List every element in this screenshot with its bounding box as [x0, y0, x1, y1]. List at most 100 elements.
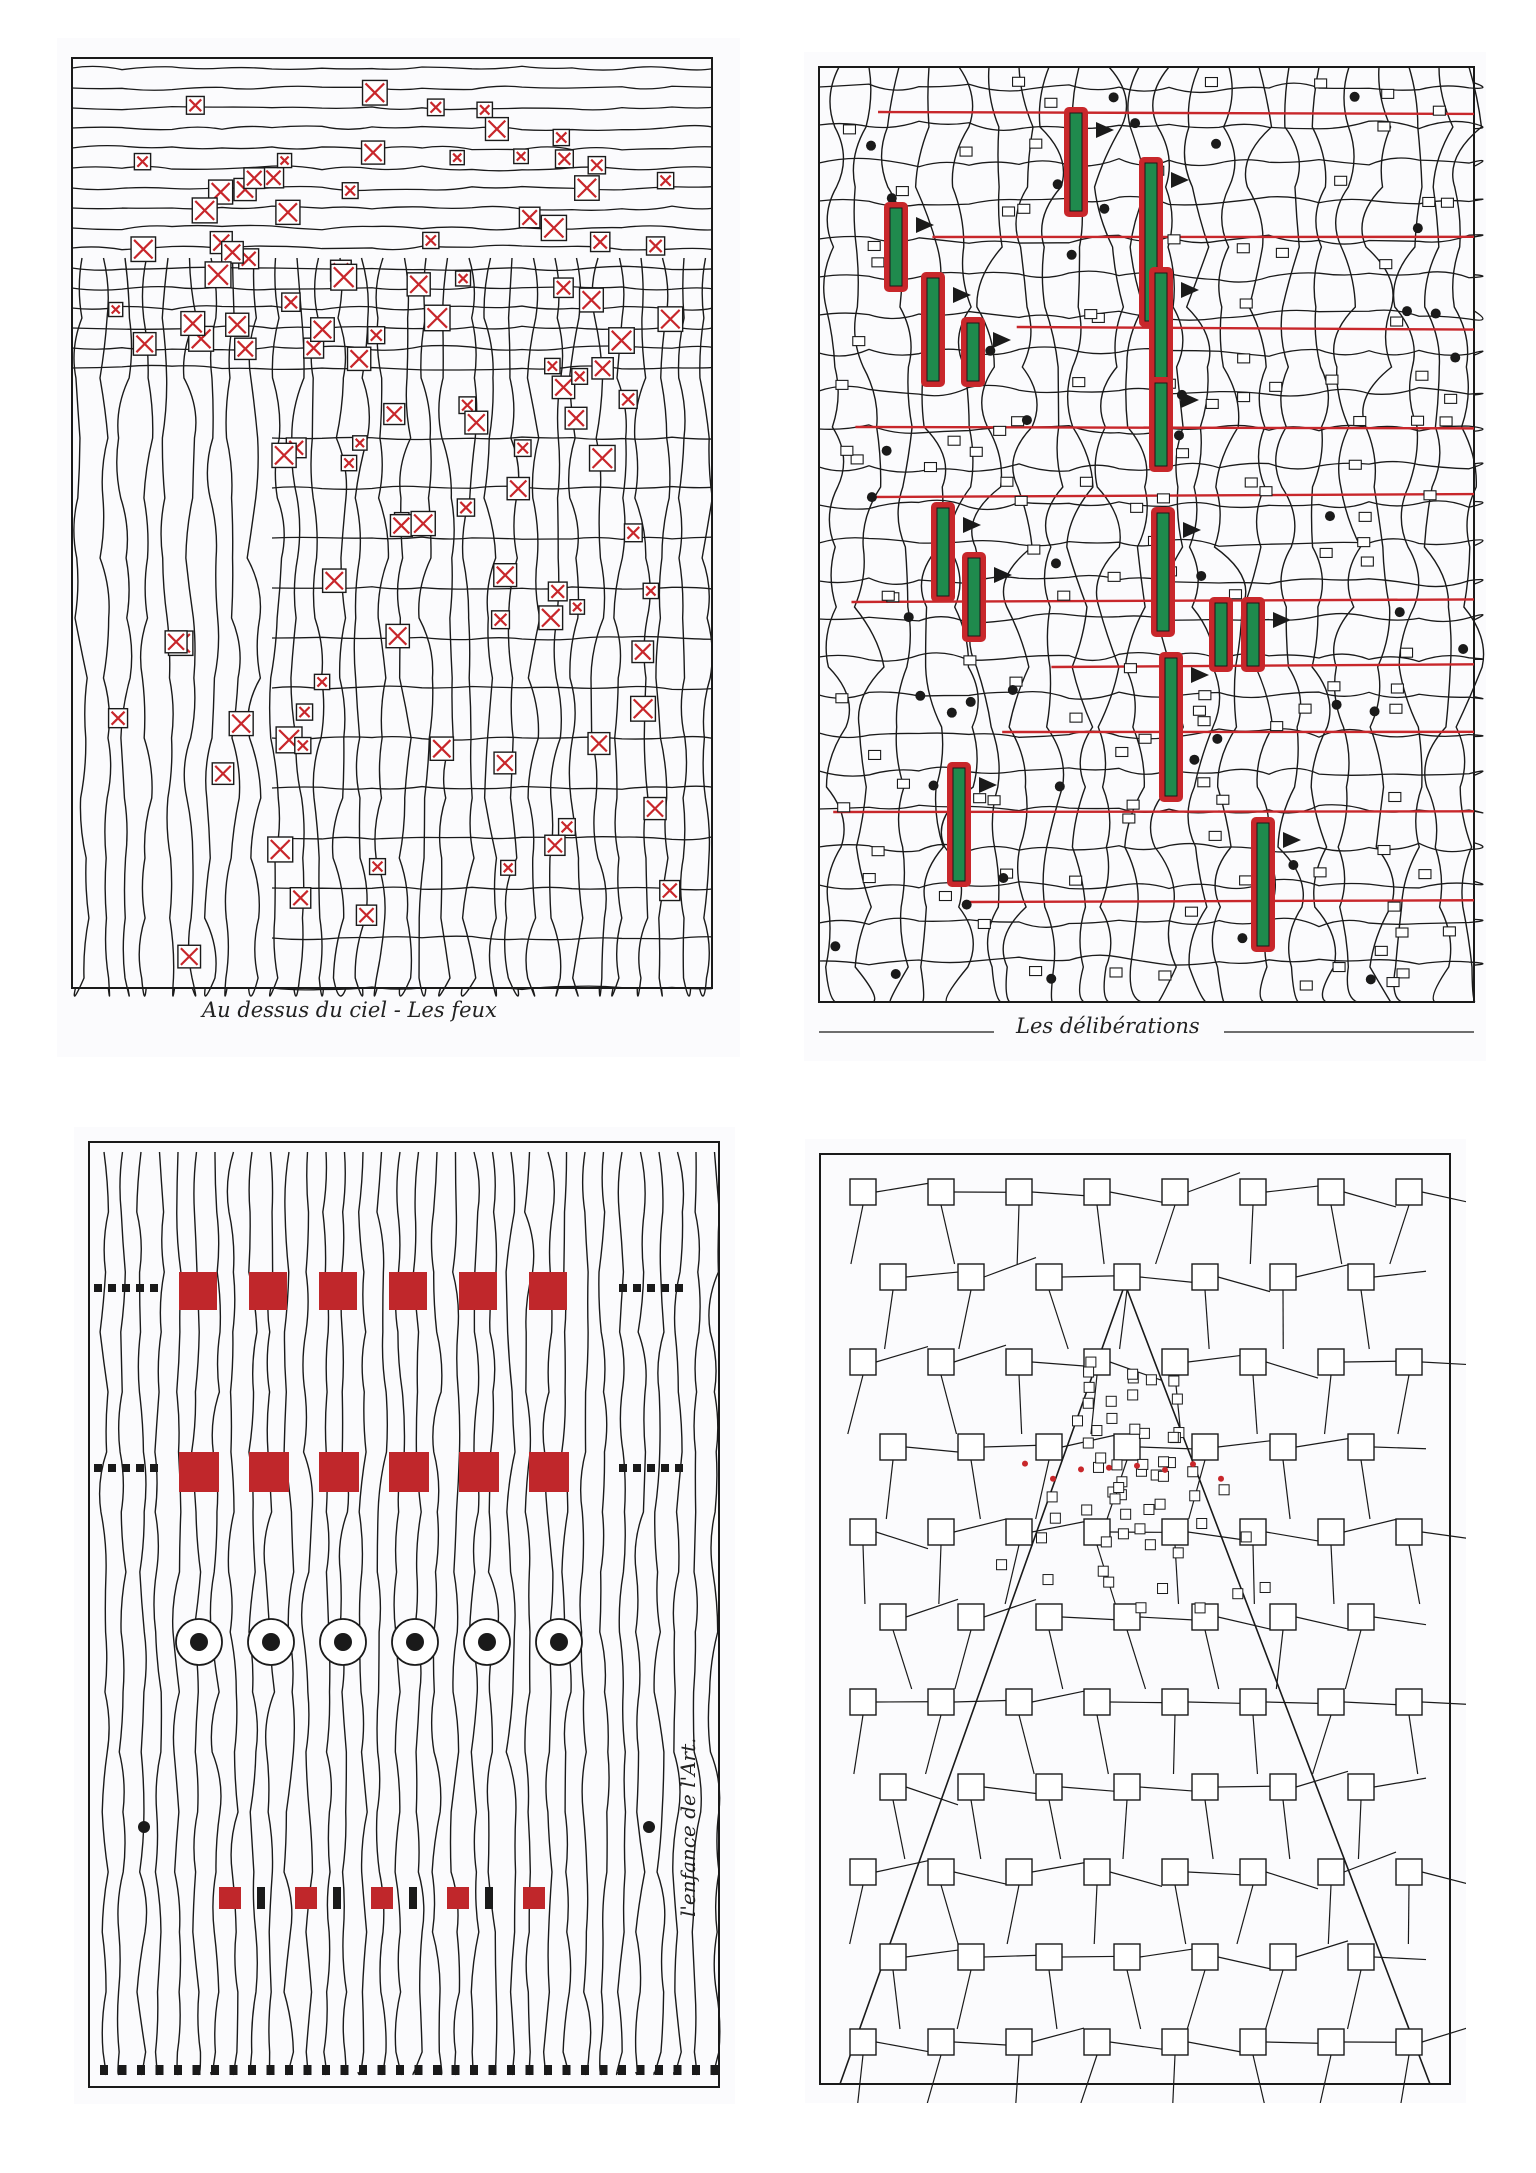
- small-block: [150, 1464, 158, 1472]
- small-box: [1358, 511, 1372, 522]
- ink-line: [1109, 1701, 1163, 1704]
- cell-square: [1269, 1773, 1297, 1801]
- red-dot: [1134, 1462, 1140, 1469]
- red-cross: [354, 438, 365, 448]
- ink-line: [818, 878, 1484, 890]
- red-cross: [555, 131, 568, 144]
- ink-line: [1061, 1275, 1115, 1278]
- foot-block: [618, 2065, 626, 2075]
- red-block: [179, 1452, 219, 1492]
- ink-line: [1373, 1777, 1427, 1788]
- red-cross: [223, 243, 242, 261]
- small-box: [1017, 203, 1031, 214]
- dense-cell: [1157, 1583, 1169, 1595]
- ink-line: [1126, 1969, 1142, 2030]
- cell-square: [1395, 1348, 1423, 1376]
- dense-cell: [1082, 1397, 1094, 1409]
- ink-line: [503, 257, 520, 997]
- cell-square: [1161, 1518, 1189, 1546]
- ink-line: [116, 1151, 127, 2076]
- ink-line: [300, 1151, 314, 2076]
- small-box: [1204, 76, 1218, 88]
- ink-line: [875, 1182, 929, 1193]
- ink-line: [1252, 1544, 1255, 1605]
- cell-square: [1317, 1688, 1345, 1716]
- small-box: [1029, 966, 1043, 977]
- ink-line: [970, 1459, 981, 1520]
- small-block: [94, 1464, 102, 1472]
- small-box: [840, 445, 854, 456]
- node-dot: [1412, 223, 1423, 234]
- cell-square: [1005, 1688, 1033, 1716]
- ink-line: [449, 1151, 461, 2076]
- ink-line: [818, 954, 1484, 966]
- red-cross: [646, 799, 664, 818]
- cell-square: [927, 1518, 955, 1546]
- ink-line: [1204, 1289, 1210, 1350]
- node-dot: [1189, 754, 1200, 765]
- ink-line: [1217, 1440, 1271, 1448]
- small-box: [835, 379, 849, 390]
- ink-line: [71, 244, 713, 251]
- foot-block: [229, 2065, 238, 2075]
- dense-cell: [1218, 1484, 1230, 1496]
- ink-line: [1330, 1544, 1335, 1605]
- ink-line: [331, 257, 348, 997]
- foot-block: [359, 2065, 367, 2075]
- small-box: [973, 793, 987, 804]
- dense-cell: [1189, 1490, 1201, 1502]
- ink-line: [373, 257, 390, 997]
- drawing-frame: [819, 1153, 1451, 2085]
- small-box: [1014, 495, 1028, 506]
- small-box: [852, 336, 866, 347]
- foot-block: [599, 2065, 608, 2075]
- ink-line: [691, 1151, 702, 2076]
- small-box: [1138, 733, 1152, 744]
- red-cross: [645, 585, 657, 597]
- ink-line: [1343, 1360, 1397, 1363]
- ink-line: [1343, 1518, 1397, 1533]
- dense-cell: [1100, 1536, 1112, 1548]
- ink-line: [1061, 1616, 1115, 1621]
- node-dot: [961, 899, 972, 910]
- ink-line: [71, 224, 713, 231]
- ink-line: [1187, 1172, 1241, 1193]
- ink-line: [1265, 1969, 1284, 2030]
- dense-cell: [1120, 1508, 1132, 1520]
- green-bar: [1256, 822, 1270, 947]
- red-cross: [660, 309, 681, 330]
- node-dot: [946, 707, 957, 718]
- ink-line: [905, 1949, 959, 1958]
- cell-square: [1239, 1178, 1267, 1206]
- small-box: [1353, 415, 1367, 427]
- foot-block: [414, 2065, 423, 2075]
- green-bar: [1069, 112, 1083, 212]
- small-box: [1357, 537, 1371, 548]
- foot-block: [137, 2065, 145, 2075]
- small-box: [1418, 869, 1432, 880]
- drawing-sheet-1: Au dessus du ciel - Les feux: [57, 38, 740, 1057]
- red-cross: [556, 280, 571, 296]
- cell-square: [1317, 1858, 1345, 1886]
- ink-line: [954, 1629, 972, 1690]
- ink-line: [1096, 1714, 1109, 1775]
- ink-line: [1295, 1616, 1349, 1630]
- cell-square: [1083, 1858, 1111, 1886]
- red-cross: [496, 754, 514, 772]
- cell-square: [879, 1433, 907, 1461]
- ink-line: [460, 257, 478, 997]
- small-block: [108, 1464, 116, 1472]
- ink-line: [1139, 1616, 1193, 1621]
- cell-square: [957, 1263, 985, 1291]
- ink-line: [850, 1204, 864, 1265]
- ink-line: [116, 257, 133, 997]
- node-dot: [1099, 203, 1110, 214]
- ink-line: [1093, 66, 1128, 1003]
- small-box: [947, 435, 961, 446]
- small-box: [1029, 138, 1043, 149]
- ink-line: [1188, 1459, 1206, 1520]
- small-block: [122, 1284, 130, 1292]
- ink-line: [1080, 2054, 1098, 2103]
- triangle-mark: [994, 567, 1012, 583]
- ink-line: [172, 1151, 182, 2076]
